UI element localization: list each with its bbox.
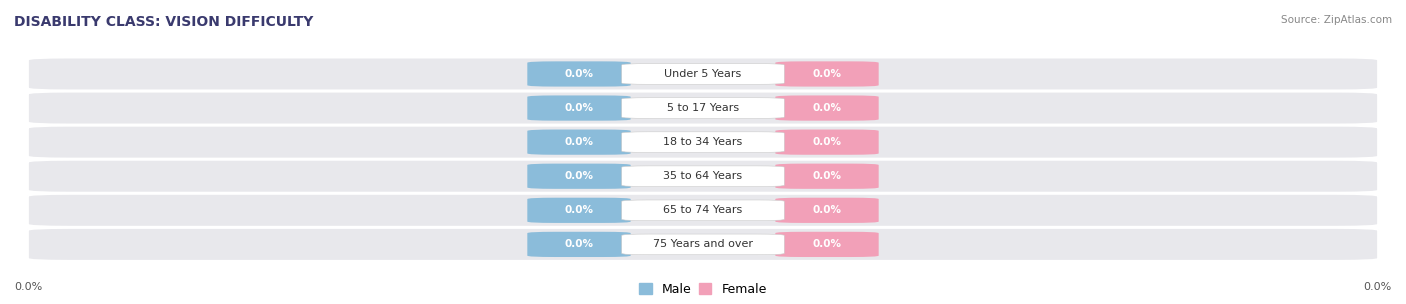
Text: 18 to 34 Years: 18 to 34 Years — [664, 137, 742, 147]
FancyBboxPatch shape — [621, 200, 785, 221]
Text: 35 to 64 Years: 35 to 64 Years — [664, 171, 742, 181]
FancyBboxPatch shape — [527, 232, 631, 257]
FancyBboxPatch shape — [28, 57, 1378, 91]
Text: 0.0%: 0.0% — [813, 205, 842, 215]
Text: 0.0%: 0.0% — [813, 69, 842, 79]
Text: 0.0%: 0.0% — [1364, 282, 1392, 292]
Text: 0.0%: 0.0% — [813, 137, 842, 147]
FancyBboxPatch shape — [775, 130, 879, 155]
FancyBboxPatch shape — [28, 160, 1378, 193]
FancyBboxPatch shape — [621, 98, 785, 118]
FancyBboxPatch shape — [28, 194, 1378, 227]
FancyBboxPatch shape — [775, 232, 879, 257]
FancyBboxPatch shape — [775, 95, 879, 121]
Text: 0.0%: 0.0% — [564, 69, 593, 79]
Text: 65 to 74 Years: 65 to 74 Years — [664, 205, 742, 215]
Text: 0.0%: 0.0% — [564, 205, 593, 215]
FancyBboxPatch shape — [621, 132, 785, 153]
Text: 0.0%: 0.0% — [813, 171, 842, 181]
FancyBboxPatch shape — [775, 198, 879, 223]
FancyBboxPatch shape — [527, 164, 631, 189]
Text: 0.0%: 0.0% — [813, 103, 842, 113]
FancyBboxPatch shape — [621, 234, 785, 255]
Text: 0.0%: 0.0% — [564, 137, 593, 147]
FancyBboxPatch shape — [28, 92, 1378, 125]
Text: Under 5 Years: Under 5 Years — [665, 69, 741, 79]
Text: 0.0%: 0.0% — [14, 282, 42, 292]
FancyBboxPatch shape — [775, 164, 879, 189]
FancyBboxPatch shape — [775, 61, 879, 87]
Legend: Male, Female: Male, Female — [640, 283, 766, 296]
Text: 0.0%: 0.0% — [813, 239, 842, 249]
FancyBboxPatch shape — [527, 95, 631, 121]
Text: Source: ZipAtlas.com: Source: ZipAtlas.com — [1281, 15, 1392, 25]
FancyBboxPatch shape — [527, 130, 631, 155]
Text: 0.0%: 0.0% — [564, 171, 593, 181]
FancyBboxPatch shape — [527, 61, 631, 87]
FancyBboxPatch shape — [621, 64, 785, 84]
FancyBboxPatch shape — [28, 126, 1378, 159]
Text: 5 to 17 Years: 5 to 17 Years — [666, 103, 740, 113]
Text: 0.0%: 0.0% — [564, 103, 593, 113]
FancyBboxPatch shape — [621, 166, 785, 187]
FancyBboxPatch shape — [527, 198, 631, 223]
FancyBboxPatch shape — [28, 228, 1378, 261]
Text: 0.0%: 0.0% — [564, 239, 593, 249]
Text: 75 Years and over: 75 Years and over — [652, 239, 754, 249]
Text: DISABILITY CLASS: VISION DIFFICULTY: DISABILITY CLASS: VISION DIFFICULTY — [14, 15, 314, 29]
